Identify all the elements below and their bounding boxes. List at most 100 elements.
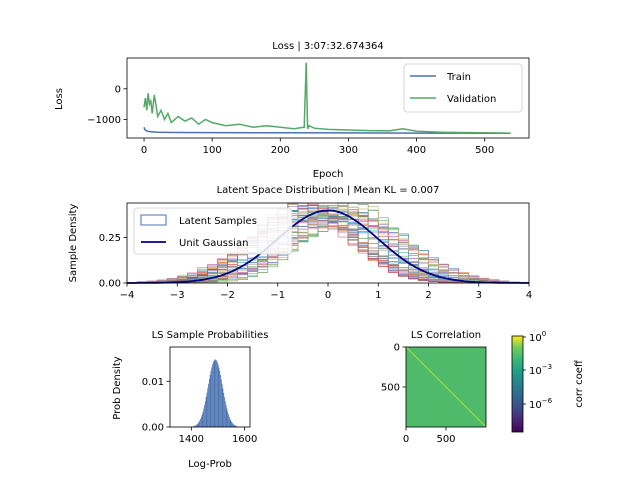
- prob-histogram-bar: [203, 412, 204, 427]
- prob-histogram-bar: [223, 393, 224, 427]
- prob-title: LS Sample Probabilities: [152, 330, 269, 341]
- prob-histogram-bar: [206, 397, 207, 427]
- colorbar-ticks: 100 10−3 10−6: [523, 330, 553, 411]
- prob-histogram-bar: [233, 424, 234, 427]
- prob-histogram-bar: [211, 371, 212, 427]
- prob-histogram-bar: [215, 360, 216, 427]
- prob-histogram-bar: [212, 364, 213, 427]
- prob-y-tick-label: 0.01: [142, 377, 164, 388]
- prob-histogram-bar: [204, 405, 205, 427]
- prob-histogram-bar: [211, 367, 212, 427]
- latent-x-tick-label: 4: [526, 290, 532, 301]
- prob-histogram-bar: [227, 409, 228, 427]
- latent-x-tick-label: 2: [425, 290, 431, 301]
- latent-x-ticks: −4 −3 −2 −1 0 1 2 3 4: [120, 283, 533, 301]
- corr-y-tick-label: 0: [394, 343, 400, 354]
- prob-histogram-bar: [222, 384, 223, 427]
- prob-histogram-bar: [203, 409, 204, 427]
- colorbar-tick-0: 100: [529, 330, 546, 344]
- prob-histogram-bar: [215, 360, 216, 427]
- prob-histogram-bar: [218, 364, 219, 427]
- latent-x-tick-label: −4: [120, 290, 135, 301]
- legend-train-label: Train: [446, 72, 471, 83]
- corr-x-tick-label: 0: [403, 434, 409, 445]
- prob-histogram-bar: [220, 375, 221, 427]
- corr-title: LS Correlation: [411, 330, 481, 341]
- prob-y-tick-label: 0.00: [142, 423, 164, 434]
- loss-y-ticks: 0−1000: [87, 84, 127, 126]
- latent-x-tick-label: 1: [375, 290, 381, 301]
- prob-histogram-bar: [201, 417, 202, 427]
- prob-histogram-bar: [213, 362, 214, 427]
- latent-y-label: Sample Density: [68, 204, 79, 283]
- prob-histogram-bar: [216, 360, 217, 427]
- correlation-panel: LS Correlation 0 500 0 500 100 10−3: [381, 330, 585, 445]
- prob-y-ticks: 0.00 0.01: [142, 377, 170, 434]
- prob-histogram-bar: [219, 371, 220, 427]
- prob-histogram-bar: [217, 362, 218, 427]
- prob-histogram-bar: [207, 388, 208, 427]
- latent-y-ticks: 0.00 0.25: [99, 233, 127, 289]
- latent-legend: Latent Samples Unit Gaussian: [134, 208, 292, 254]
- prob-histogram-bar: [210, 375, 211, 427]
- prob-histogram-bar: [227, 412, 228, 427]
- prob-histogram-bar: [200, 419, 201, 427]
- corr-x-tick-label: 500: [436, 434, 455, 445]
- colorbar-tick-2: 10−6: [529, 397, 553, 411]
- latent-x-tick-label: −2: [220, 290, 235, 301]
- prob-histogram-bar: [226, 405, 227, 427]
- loss-legend: Train Validation: [404, 64, 522, 112]
- loss-y-label: Loss: [54, 88, 65, 110]
- colorbar-tick-1: 10−3: [529, 363, 552, 377]
- prob-histogram-bar: [205, 401, 206, 427]
- prob-histogram-bar: [208, 384, 209, 427]
- latent-x-tick-label: 3: [476, 290, 482, 301]
- prob-histogram-bar: [219, 367, 220, 427]
- loss-x-tick-label: 0: [141, 145, 147, 156]
- prob-histogram-bar: [221, 379, 222, 427]
- prob-histogram-bar: [202, 414, 203, 427]
- loss-x-tick-label: 200: [271, 145, 290, 156]
- legend-unit-gaussian-label: Unit Gaussian: [179, 238, 248, 249]
- prob-x-tick-label: 1400: [179, 434, 204, 445]
- prob-histogram-bar: [228, 414, 229, 427]
- prob-plot-area: [187, 360, 245, 427]
- loss-x-label: Epoch: [313, 169, 344, 180]
- prob-histogram-bar: [224, 397, 225, 427]
- prob-histogram-bar: [232, 423, 233, 427]
- legend-latent-samples-label: Latent Samples: [179, 216, 257, 227]
- prob-histogram-bar: [229, 417, 230, 427]
- prob-histogram-bar: [225, 401, 226, 427]
- prob-histogram-bar: [223, 388, 224, 427]
- loss-x-tick-label: 400: [407, 145, 426, 156]
- corr-y-tick-label: 500: [381, 383, 400, 394]
- prob-x-tick-label: 1600: [232, 434, 257, 445]
- prob-y-label: Prob Density: [112, 356, 123, 419]
- latent-y-tick-label: 0.00: [99, 279, 121, 290]
- latent-y-tick-label: 0.25: [99, 233, 121, 244]
- prob-histogram-bar: [197, 424, 198, 427]
- latent-x-tick-label: 0: [325, 290, 331, 301]
- loss-y-tick-label: 0: [115, 84, 121, 95]
- prob-histogram-bar: [198, 423, 199, 427]
- legend-validation-label: Validation: [447, 94, 496, 105]
- prob-histogram-bar: [231, 421, 232, 427]
- prob-histogram-bar: [230, 419, 231, 427]
- latent-x-tick-label: −1: [270, 290, 285, 301]
- prob-histogram-bar: [214, 360, 215, 427]
- prob-histogram-bar: [199, 421, 200, 427]
- prob-x-ticks: 1400 1600: [179, 427, 258, 445]
- loss-title: Loss | 3:07:32.674364: [272, 41, 384, 52]
- loss-x-tick-label: 100: [203, 145, 222, 156]
- latent-panel: Latent Space Distribution | Mean KL = 0.…: [68, 185, 532, 301]
- prob-histogram-bar: [199, 422, 200, 427]
- prob-x-label: Log-Prob: [188, 459, 232, 470]
- prob-histogram-bar: [207, 393, 208, 427]
- colorbar: [512, 336, 523, 432]
- loss-x-tick-label: 500: [475, 145, 494, 156]
- latent-x-tick-label: −3: [170, 290, 185, 301]
